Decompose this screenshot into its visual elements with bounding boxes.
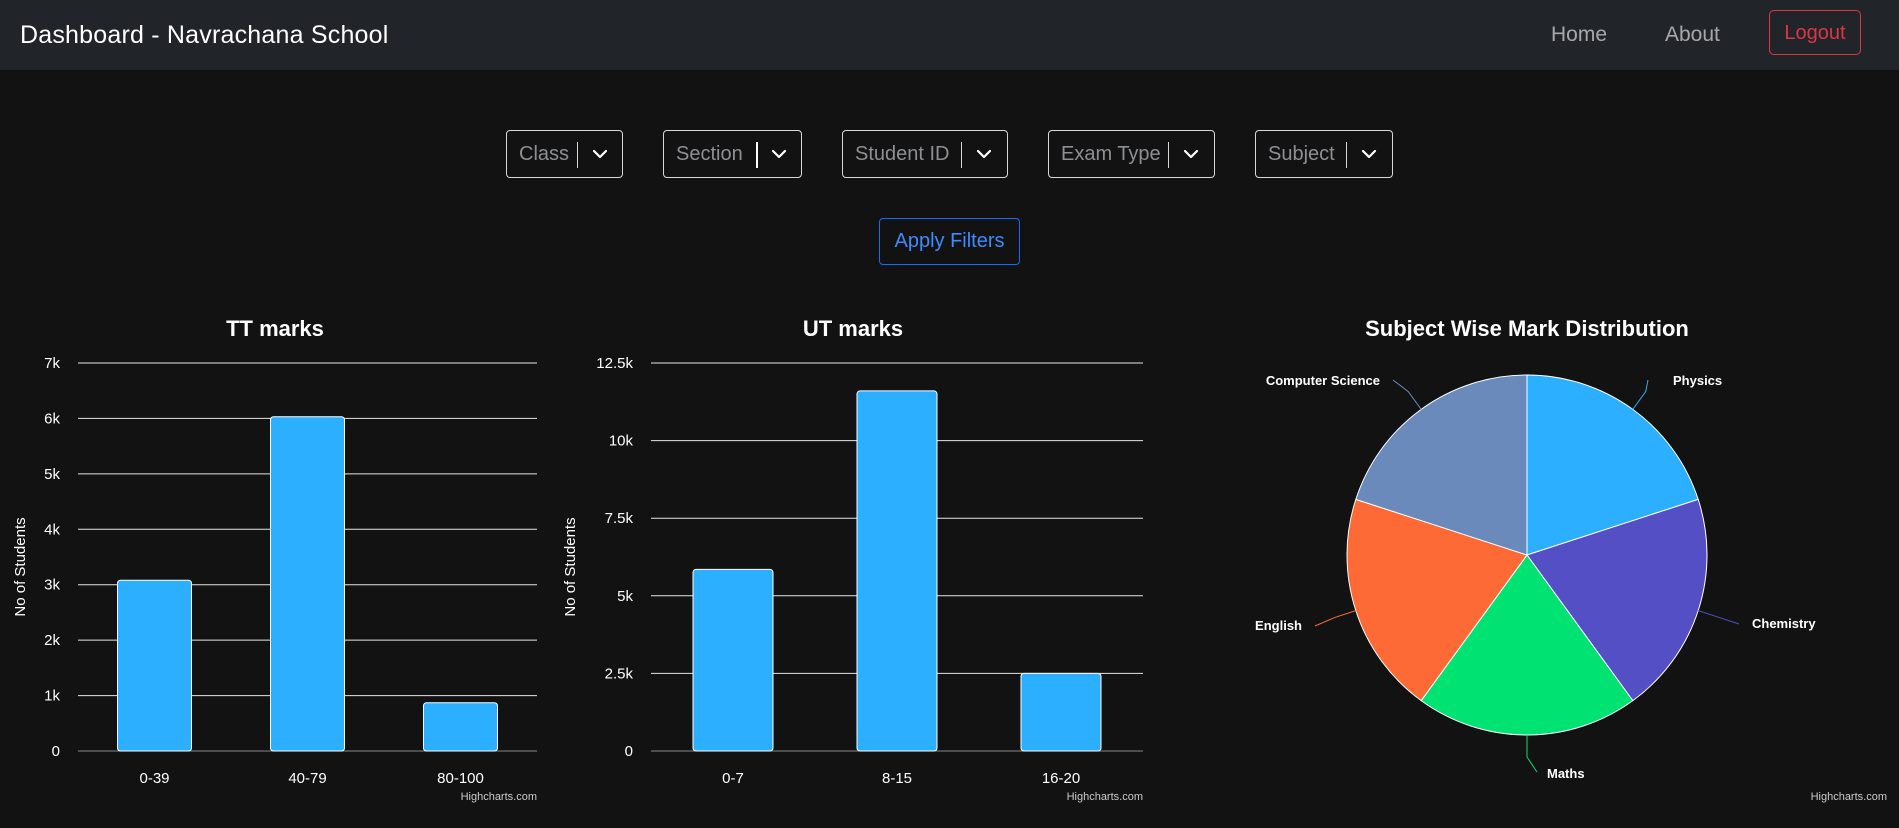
y-tick-label: 7.5k <box>605 510 634 527</box>
pie-slice <box>1526 498 1708 702</box>
pie-connector <box>1698 610 1740 625</box>
chevron-down-icon[interactable] <box>764 131 794 177</box>
logout-button[interactable]: Logout <box>1769 10 1861 55</box>
select-separator <box>577 142 578 168</box>
pie-slice <box>1346 498 1528 702</box>
y-axis-title: No of Students <box>562 517 579 616</box>
exam-type-select-placeholder: Exam Type <box>1061 142 1161 165</box>
y-tick-label: 5k <box>617 588 633 605</box>
y-tick-label: 7k <box>44 355 60 372</box>
pie-label: Physics <box>1673 373 1722 388</box>
bar <box>1020 672 1102 752</box>
pie-label: English <box>1255 618 1302 633</box>
navbar-brand[interactable]: Dashboard - Navrachana School <box>20 21 389 49</box>
pie-connector <box>1526 735 1538 773</box>
select-separator <box>1168 142 1169 168</box>
nav-about-link[interactable]: About <box>1665 23 1720 46</box>
section-select[interactable]: Section <box>663 130 802 178</box>
navbar: Dashboard - Navrachana School Home About… <box>0 0 1899 70</box>
y-tick-label: 2.5k <box>605 665 634 682</box>
bar <box>692 568 774 752</box>
select-separator <box>961 142 962 168</box>
y-tick-label: 0 <box>625 743 633 760</box>
pie-slice <box>1355 374 1528 556</box>
y-tick-label: 0 <box>52 743 60 760</box>
class-select-placeholder: Class <box>519 142 570 165</box>
exam-type-select[interactable]: Exam Type <box>1048 130 1215 178</box>
y-tick-label: 5k <box>44 466 60 483</box>
apply-filters-button[interactable]: Apply Filters <box>879 218 1020 265</box>
y-tick-label: 4k <box>44 521 60 538</box>
text-cursor <box>756 142 758 168</box>
chart-title: UT marks <box>803 316 903 341</box>
pie-label: Chemistry <box>1752 616 1816 631</box>
pie-slice <box>1526 374 1699 556</box>
select-separator <box>1346 142 1347 168</box>
chart-title: Subject Wise Mark Distribution <box>1365 316 1689 341</box>
pie-connector <box>1632 379 1649 410</box>
subject-select[interactable]: Subject <box>1255 130 1393 178</box>
x-tick-label: 16-20 <box>1042 770 1080 787</box>
bar <box>423 702 498 752</box>
chevron-down-icon[interactable] <box>585 131 615 177</box>
y-tick-label: 3k <box>44 577 60 594</box>
y-tick-label: 1k <box>44 688 60 705</box>
subject-select-placeholder: Subject <box>1268 142 1335 165</box>
highcharts-credit[interactable]: Highcharts.com <box>461 791 537 803</box>
x-tick-label: 0-39 <box>139 770 169 787</box>
chevron-down-icon[interactable] <box>1176 131 1206 177</box>
y-axis-title: No of Students <box>12 517 29 616</box>
x-tick-label: 8-15 <box>882 770 912 787</box>
y-tick-label: 2k <box>44 632 60 649</box>
chart-title: TT marks <box>226 316 324 341</box>
x-tick-label: 0-7 <box>722 770 744 787</box>
class-select[interactable]: Class <box>506 130 623 178</box>
bar <box>117 579 192 752</box>
student-id-select[interactable]: Student ID <box>842 130 1008 178</box>
student-id-select-placeholder: Student ID <box>855 142 950 165</box>
highcharts-credit[interactable]: Highcharts.com <box>1067 791 1143 803</box>
chevron-down-icon[interactable] <box>1354 131 1384 177</box>
bar <box>270 416 345 752</box>
bar <box>856 390 938 752</box>
chevron-down-icon[interactable] <box>969 131 999 177</box>
pie-connector <box>1392 379 1422 410</box>
nav-home-link[interactable]: Home <box>1551 23 1608 46</box>
pie-label: Computer Science <box>1266 373 1380 388</box>
y-tick-label: 10k <box>609 433 634 450</box>
x-tick-label: 40-79 <box>288 770 326 787</box>
pie-connector <box>1314 610 1356 627</box>
section-select-placeholder: Section <box>676 142 743 165</box>
y-tick-label: 12.5k <box>596 355 633 372</box>
pie-label: Maths <box>1547 766 1585 781</box>
pie-slice <box>1420 554 1634 736</box>
y-tick-label: 6k <box>44 410 60 427</box>
highcharts-credit[interactable]: Highcharts.com <box>1811 791 1887 803</box>
x-tick-label: 80-100 <box>437 770 484 787</box>
